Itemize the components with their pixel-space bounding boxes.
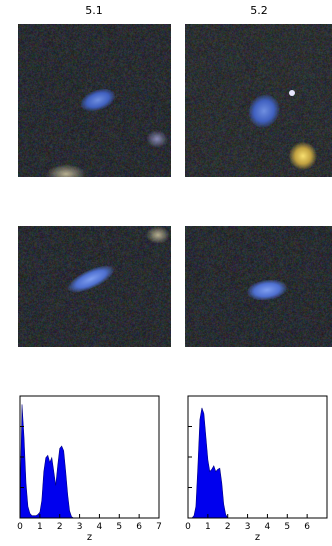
pz-xtick-label: 5: [284, 522, 290, 532]
galaxy-image-5-1-alt: [18, 226, 171, 347]
pz-xtick-label: 6: [304, 522, 310, 532]
pz-xtick-label: 4: [265, 522, 271, 532]
galaxy-image-5-2-color: [185, 24, 332, 177]
pz-plot-5-1-svg: 0 1 2 3 4 5 6 7 z: [17, 395, 162, 543]
pz-plot-5-1: 0 1 2 3 4 5 6 7 z: [12, 394, 172, 544]
pz-xtick-label: 7: [156, 522, 162, 532]
panel-label-5-2: 5.2: [250, 4, 268, 17]
galaxy-image-5-1-color: [18, 24, 171, 177]
pz-xtick-label: 3: [245, 522, 251, 532]
pz-xlabel: z: [255, 532, 260, 543]
pz-plot-5-2-svg: 0 1 2 3 4 5 6 z: [185, 395, 328, 543]
pz-area: [19, 404, 80, 519]
pz-xtick-label: 5: [116, 522, 122, 532]
pz-xtick-label: 3: [77, 522, 83, 532]
pz-plot-5-2: 0 1 2 3 4 5 6 z: [180, 394, 332, 544]
panel-label-5-1: 5.1: [85, 4, 103, 17]
galaxy-image-5-2-alt: [185, 226, 332, 347]
pz-xtick-label: 0: [185, 522, 191, 532]
pz-xlabel: z: [87, 532, 92, 543]
pz-xtick-label: 6: [136, 522, 142, 532]
pz-xtick-label: 2: [57, 522, 63, 532]
pz-xtick-label: 1: [37, 522, 43, 532]
pz-xtick-label: 4: [97, 522, 103, 532]
pz-area: [188, 407, 248, 519]
pz-frame: [19, 395, 160, 519]
pz-xtick-label: 0: [17, 522, 23, 532]
pz-xtick-label: 1: [205, 522, 211, 532]
pz-xtick-label: 2: [225, 522, 231, 532]
